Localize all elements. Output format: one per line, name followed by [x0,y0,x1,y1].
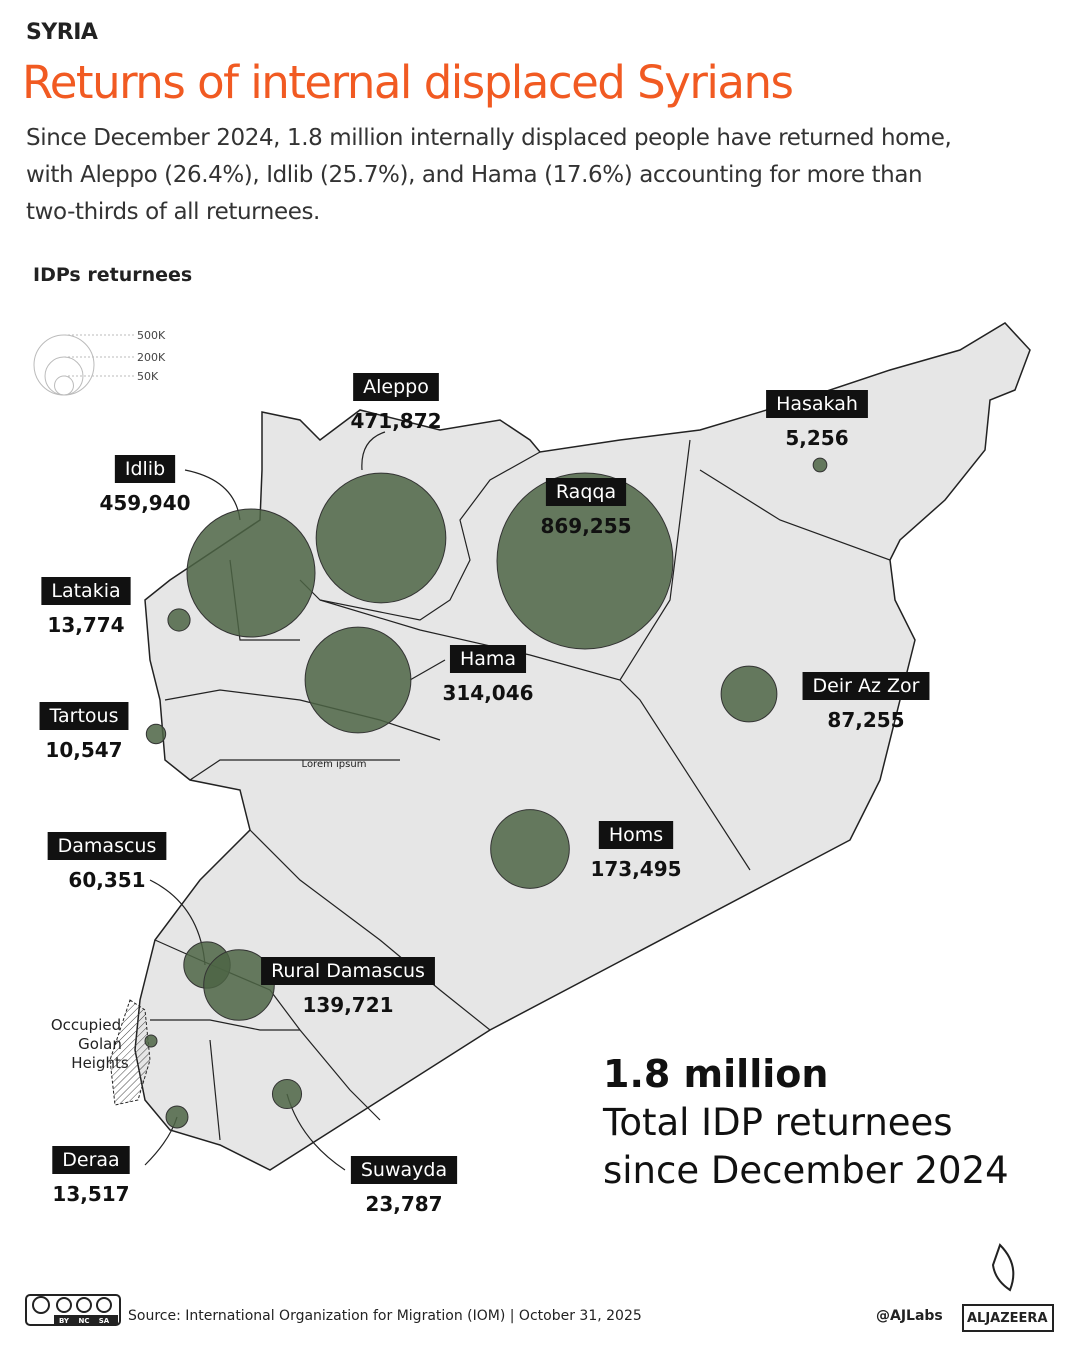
value-label: 173,495 [590,857,681,881]
legend-circle [54,375,74,396]
region-name: Homs [609,824,663,846]
bubble [812,457,828,473]
labels: Aleppo 471,872 Idlib 459,940 Latakia 13,774 Ta… [39,373,930,1216]
bubble [145,723,167,745]
bubble [165,1105,189,1129]
region-name: Aleppo [363,376,429,398]
value-label: 869,255 [540,514,631,538]
bubble [304,626,412,734]
name-box [802,672,930,700]
brand-box [962,1304,1054,1332]
license-label: BY [59,1317,70,1325]
golan-area [109,999,151,1106]
value-label: 314,046 [442,681,533,705]
name-box [261,957,435,985]
value-label: 13,517 [52,1182,129,1206]
region-name: Latakia [51,580,120,602]
brand: ALJAZEERA [967,1311,1048,1326]
stat-line: Total IDP returnees [602,1101,953,1144]
value-label: 459,940 [99,491,190,515]
name-box [41,577,131,605]
annotation: Lorem ipsum [302,759,367,770]
license-label: SA [99,1317,110,1325]
value-label: 60,351 [68,868,145,892]
name-box [598,821,674,849]
value-label: 87,255 [827,708,904,732]
region-name: Suwayda [361,1159,447,1181]
legend-label: 200K [137,351,166,364]
country-outline [134,322,1031,1171]
legend-label: 50K [137,370,159,383]
cc-badge [25,1294,121,1326]
region-name: Damascus [58,835,157,857]
legend-label: 500K [137,329,166,342]
name-box [114,455,176,483]
annotation: Occupied Golan Heights [51,1016,129,1072]
brand-logo [991,1243,1015,1292]
region-name: Tartous [49,705,119,727]
region-name: Hama [460,648,516,670]
source: Source: International Organization for M… [128,1308,642,1324]
region-name: Deraa [62,1149,119,1171]
name-box [350,1156,458,1184]
handle: @AJLabs [876,1308,943,1324]
name-box [545,478,627,506]
bubble [186,508,316,638]
name-box [449,645,527,673]
region-name: Rural Damascus [271,960,425,982]
region-borders [150,439,891,1141]
bubble [167,608,191,632]
legend-circle [33,334,95,396]
name-box [52,1146,130,1174]
license-label: NC [79,1317,90,1325]
region-name: Hasakah [776,393,858,415]
region-name: Raqqa [556,481,616,503]
bubbles [145,457,828,1129]
stat-value: 1.8 million [603,1052,828,1096]
stat-line: since December 2024 [603,1149,1009,1192]
bubble [720,665,778,723]
name-box [47,832,167,860]
region-name: Idlib [125,458,165,480]
value-label: 5,256 [785,426,848,450]
region-name: Deir Az Zor [813,675,920,697]
bubble [271,1078,303,1110]
bubble [496,472,674,650]
name-box [39,702,129,730]
title: Returns of internal displaced Syrians [22,56,794,109]
value-label: 471,872 [350,409,441,433]
bubble [315,472,447,604]
subtitle: Since December 2024, 1.8 million interna… [26,125,952,225]
name-box [766,390,868,418]
value-label: 13,774 [47,613,124,637]
name-box [353,373,439,401]
value-label: 139,721 [302,993,393,1017]
kicker: SYRIA [26,20,98,45]
bubble [490,809,570,889]
value-label: 23,787 [365,1192,442,1216]
legend-title: IDPs returnees [33,264,192,286]
golan-dot [144,1034,158,1048]
value-label: 10,547 [45,738,122,762]
